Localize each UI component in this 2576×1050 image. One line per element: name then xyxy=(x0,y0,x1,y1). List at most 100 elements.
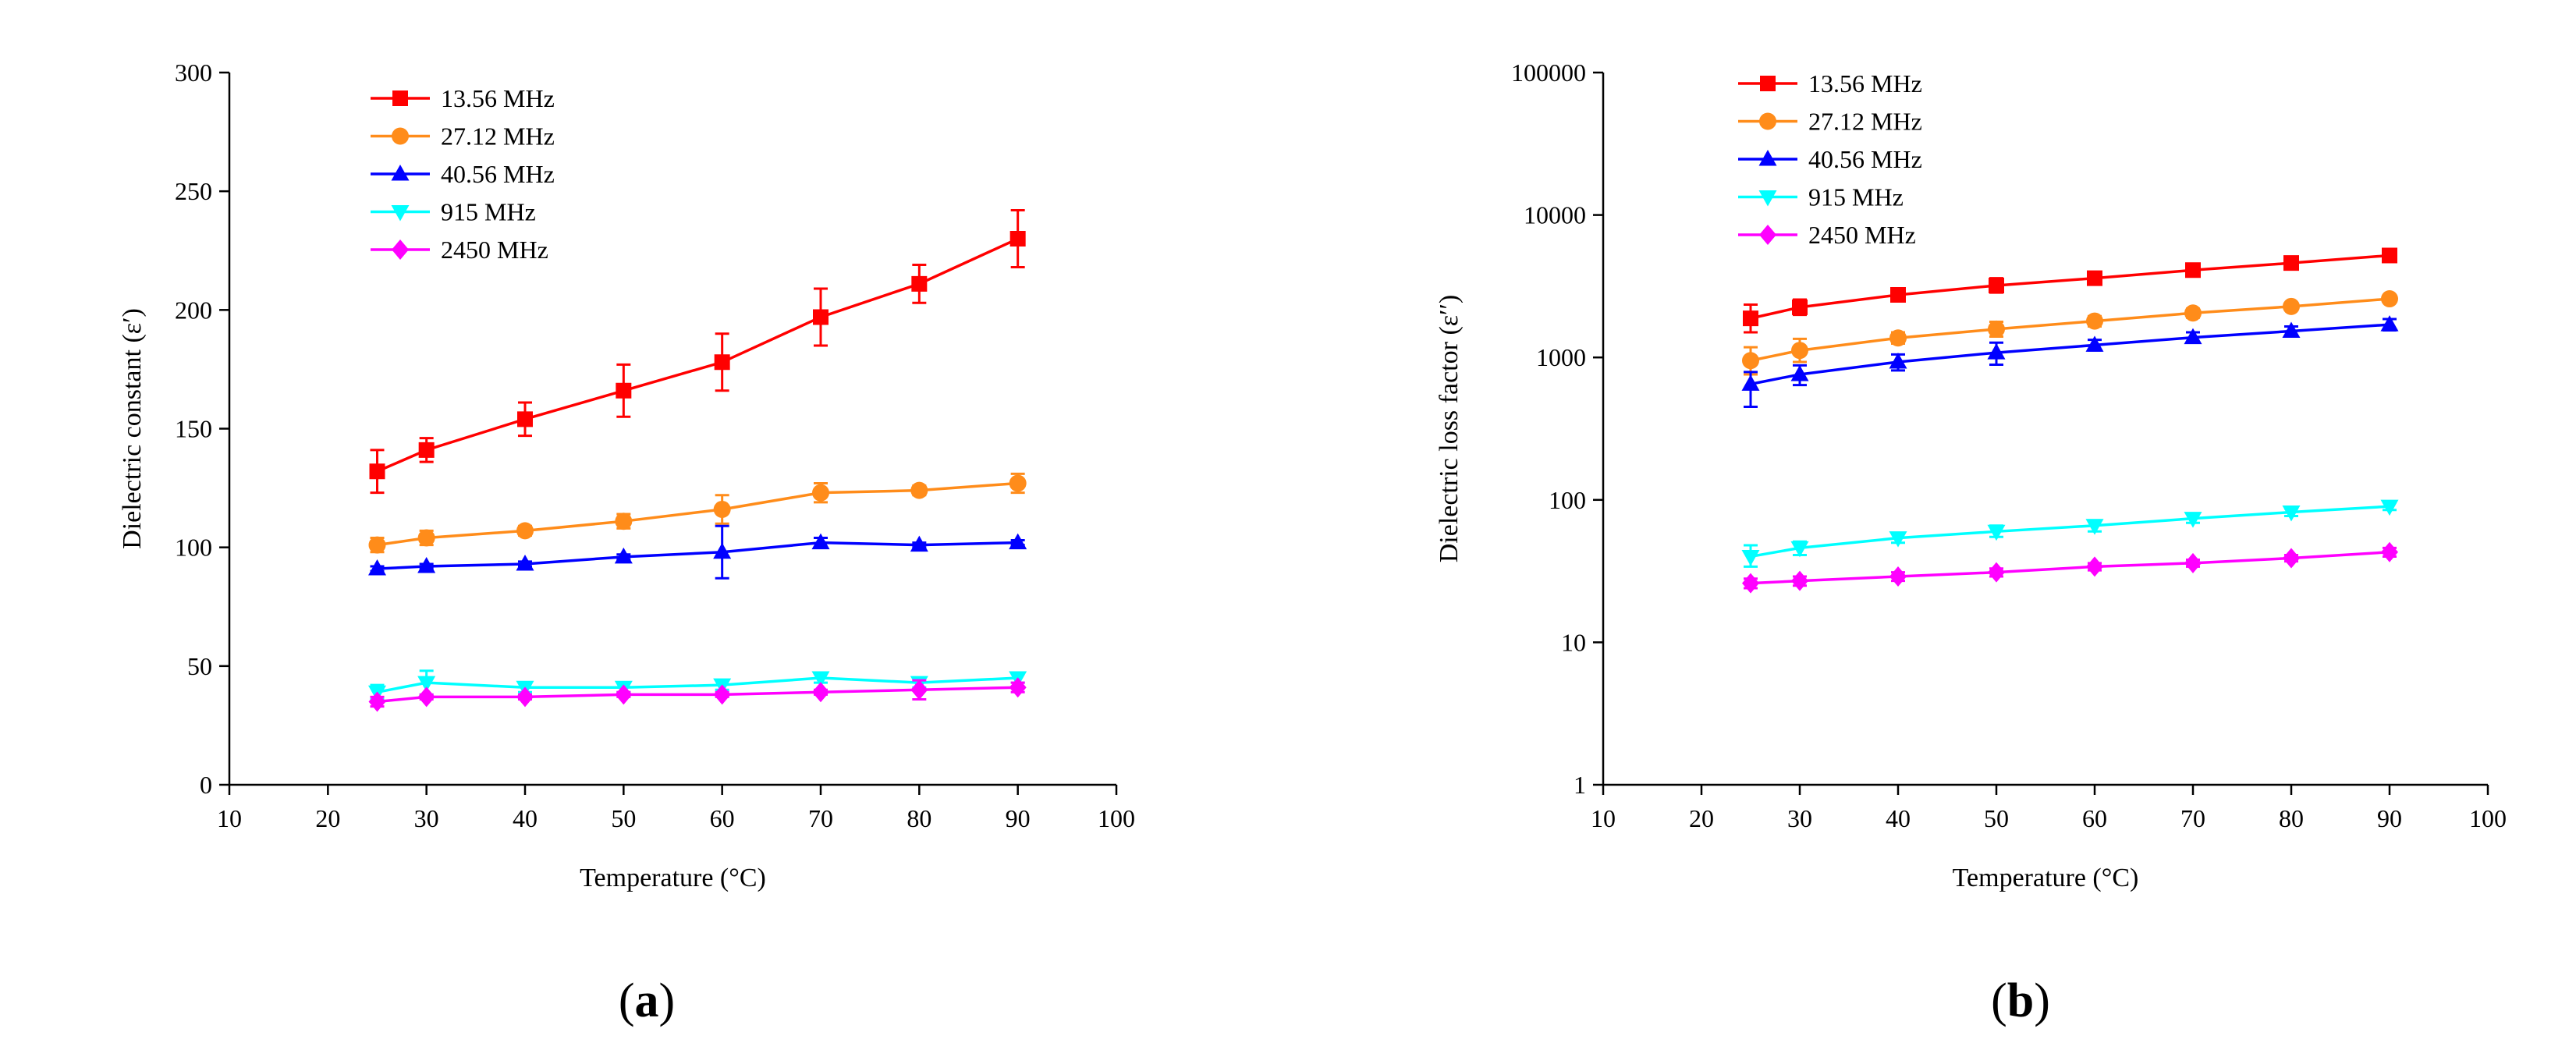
legend-marker xyxy=(1758,150,1777,166)
legend-label: 27.12 MHz xyxy=(441,122,555,151)
x-tick-label: 10 xyxy=(1591,804,1616,832)
data-point xyxy=(417,676,436,693)
x-tick-label: 30 xyxy=(414,804,439,832)
legend-marker xyxy=(392,239,409,260)
data-point xyxy=(910,481,928,499)
legend-marker xyxy=(391,205,410,222)
legend-label: 40.56 MHz xyxy=(1808,145,1922,173)
panel-label-close: ) xyxy=(659,974,676,1027)
legend: 13.56 MHz 27.12 MHz 40.56 MHz 915 MHz 2450 M… xyxy=(1738,69,1922,249)
data-point xyxy=(2381,541,2398,562)
x-tick-label: 90 xyxy=(1006,804,1031,832)
data-point xyxy=(1889,329,1907,347)
data-point xyxy=(516,554,534,571)
data-point xyxy=(2185,262,2201,278)
y-tick-label: 1 xyxy=(1574,771,1586,799)
y-tick-label: 50 xyxy=(187,652,212,680)
series-2 xyxy=(368,524,1027,580)
x-tick-label: 50 xyxy=(611,804,636,832)
data-point xyxy=(2085,335,2104,352)
y-axis-title: Dielectric constant (ε′) xyxy=(118,308,147,549)
panel-label-open: ( xyxy=(619,974,635,1027)
data-point xyxy=(1741,549,1760,566)
series-1 xyxy=(368,472,1027,554)
y-tick-label: 1000 xyxy=(1536,343,1586,371)
data-point xyxy=(2184,552,2202,573)
x-tick-label: 20 xyxy=(315,804,340,832)
data-point xyxy=(368,559,386,576)
data-point xyxy=(811,533,830,550)
legend-marker xyxy=(1759,112,1776,130)
legend-label: 40.56 MHz xyxy=(441,160,555,188)
x-tick-label: 80 xyxy=(2279,804,2304,832)
data-point xyxy=(516,522,534,540)
data-point xyxy=(1790,364,1809,381)
data-point xyxy=(368,536,386,554)
data-point xyxy=(615,684,633,705)
series-line xyxy=(1750,505,2390,559)
data-point xyxy=(369,463,385,480)
data-point xyxy=(1989,277,2004,293)
data-point xyxy=(2085,519,2104,535)
y-axis-title: Dielectric loss factor (ε′′) xyxy=(1435,295,1464,563)
x-tick-label: 10 xyxy=(217,804,242,832)
legend-label: 13.56 MHz xyxy=(441,84,555,112)
data-point xyxy=(616,382,632,399)
series-line xyxy=(377,541,1018,570)
data-point xyxy=(2381,290,2398,308)
y-tick-label: 10000 xyxy=(1524,201,1586,229)
legend-label: 2450 MHz xyxy=(1808,221,1916,249)
legend-label: 27.12 MHz xyxy=(1808,108,1922,136)
x-tick-label: 20 xyxy=(1689,804,1714,832)
data-point xyxy=(1889,566,1907,587)
x-tick-label: 60 xyxy=(2082,804,2107,832)
series-3 xyxy=(1741,499,2399,568)
y-tick-label: 100 xyxy=(175,534,212,562)
data-point xyxy=(2184,328,2202,345)
data-point xyxy=(614,547,633,564)
data-point xyxy=(811,671,830,688)
series-0 xyxy=(369,209,1026,495)
data-point xyxy=(2282,505,2301,522)
y-tick-label: 100000 xyxy=(1511,59,1586,87)
data-point xyxy=(2382,247,2397,264)
data-point xyxy=(516,686,534,708)
chart-panel-b: 10 20 30 40 50 60 70 80 90 1001101001000100001000… xyxy=(1435,59,2507,1027)
data-point xyxy=(1741,374,1760,391)
series-line xyxy=(1750,254,2390,320)
series-line xyxy=(1750,550,2390,585)
legend-marker xyxy=(1760,76,1776,91)
panel-label: (b) xyxy=(1991,974,2050,1027)
data-point xyxy=(910,535,928,552)
x-tick-label: 60 xyxy=(710,804,735,832)
y-tick-label: 200 xyxy=(175,296,212,324)
y-tick-label: 0 xyxy=(200,771,212,799)
data-point xyxy=(713,684,731,705)
data-point xyxy=(1988,320,2005,338)
legend-label: 915 MHz xyxy=(441,198,536,226)
data-point xyxy=(1009,533,1027,550)
data-point xyxy=(2282,321,2301,338)
panel-label-close: ) xyxy=(2034,974,2050,1027)
data-point xyxy=(2283,297,2300,315)
legend: 13.56 MHz 27.12 MHz 40.56 MHz 915 MHz 2450 M… xyxy=(371,84,555,264)
data-point xyxy=(714,354,730,371)
data-point xyxy=(418,442,435,458)
x-tick-label: 40 xyxy=(513,804,538,832)
data-point xyxy=(1890,286,1906,303)
x-tick-label: 100 xyxy=(1098,804,1135,832)
panel-label-letter: b xyxy=(2007,974,2034,1027)
data-point xyxy=(1009,677,1027,698)
data-point xyxy=(812,682,829,703)
data-point xyxy=(2283,255,2299,271)
series-4 xyxy=(368,677,1027,712)
series-line xyxy=(377,481,1018,547)
legend-marker xyxy=(391,165,410,181)
data-point xyxy=(1988,562,2005,583)
data-point xyxy=(713,500,731,518)
data-point xyxy=(1792,299,1808,315)
data-point xyxy=(1889,352,1907,369)
data-point xyxy=(1743,310,1758,327)
legend-marker xyxy=(1759,225,1776,245)
